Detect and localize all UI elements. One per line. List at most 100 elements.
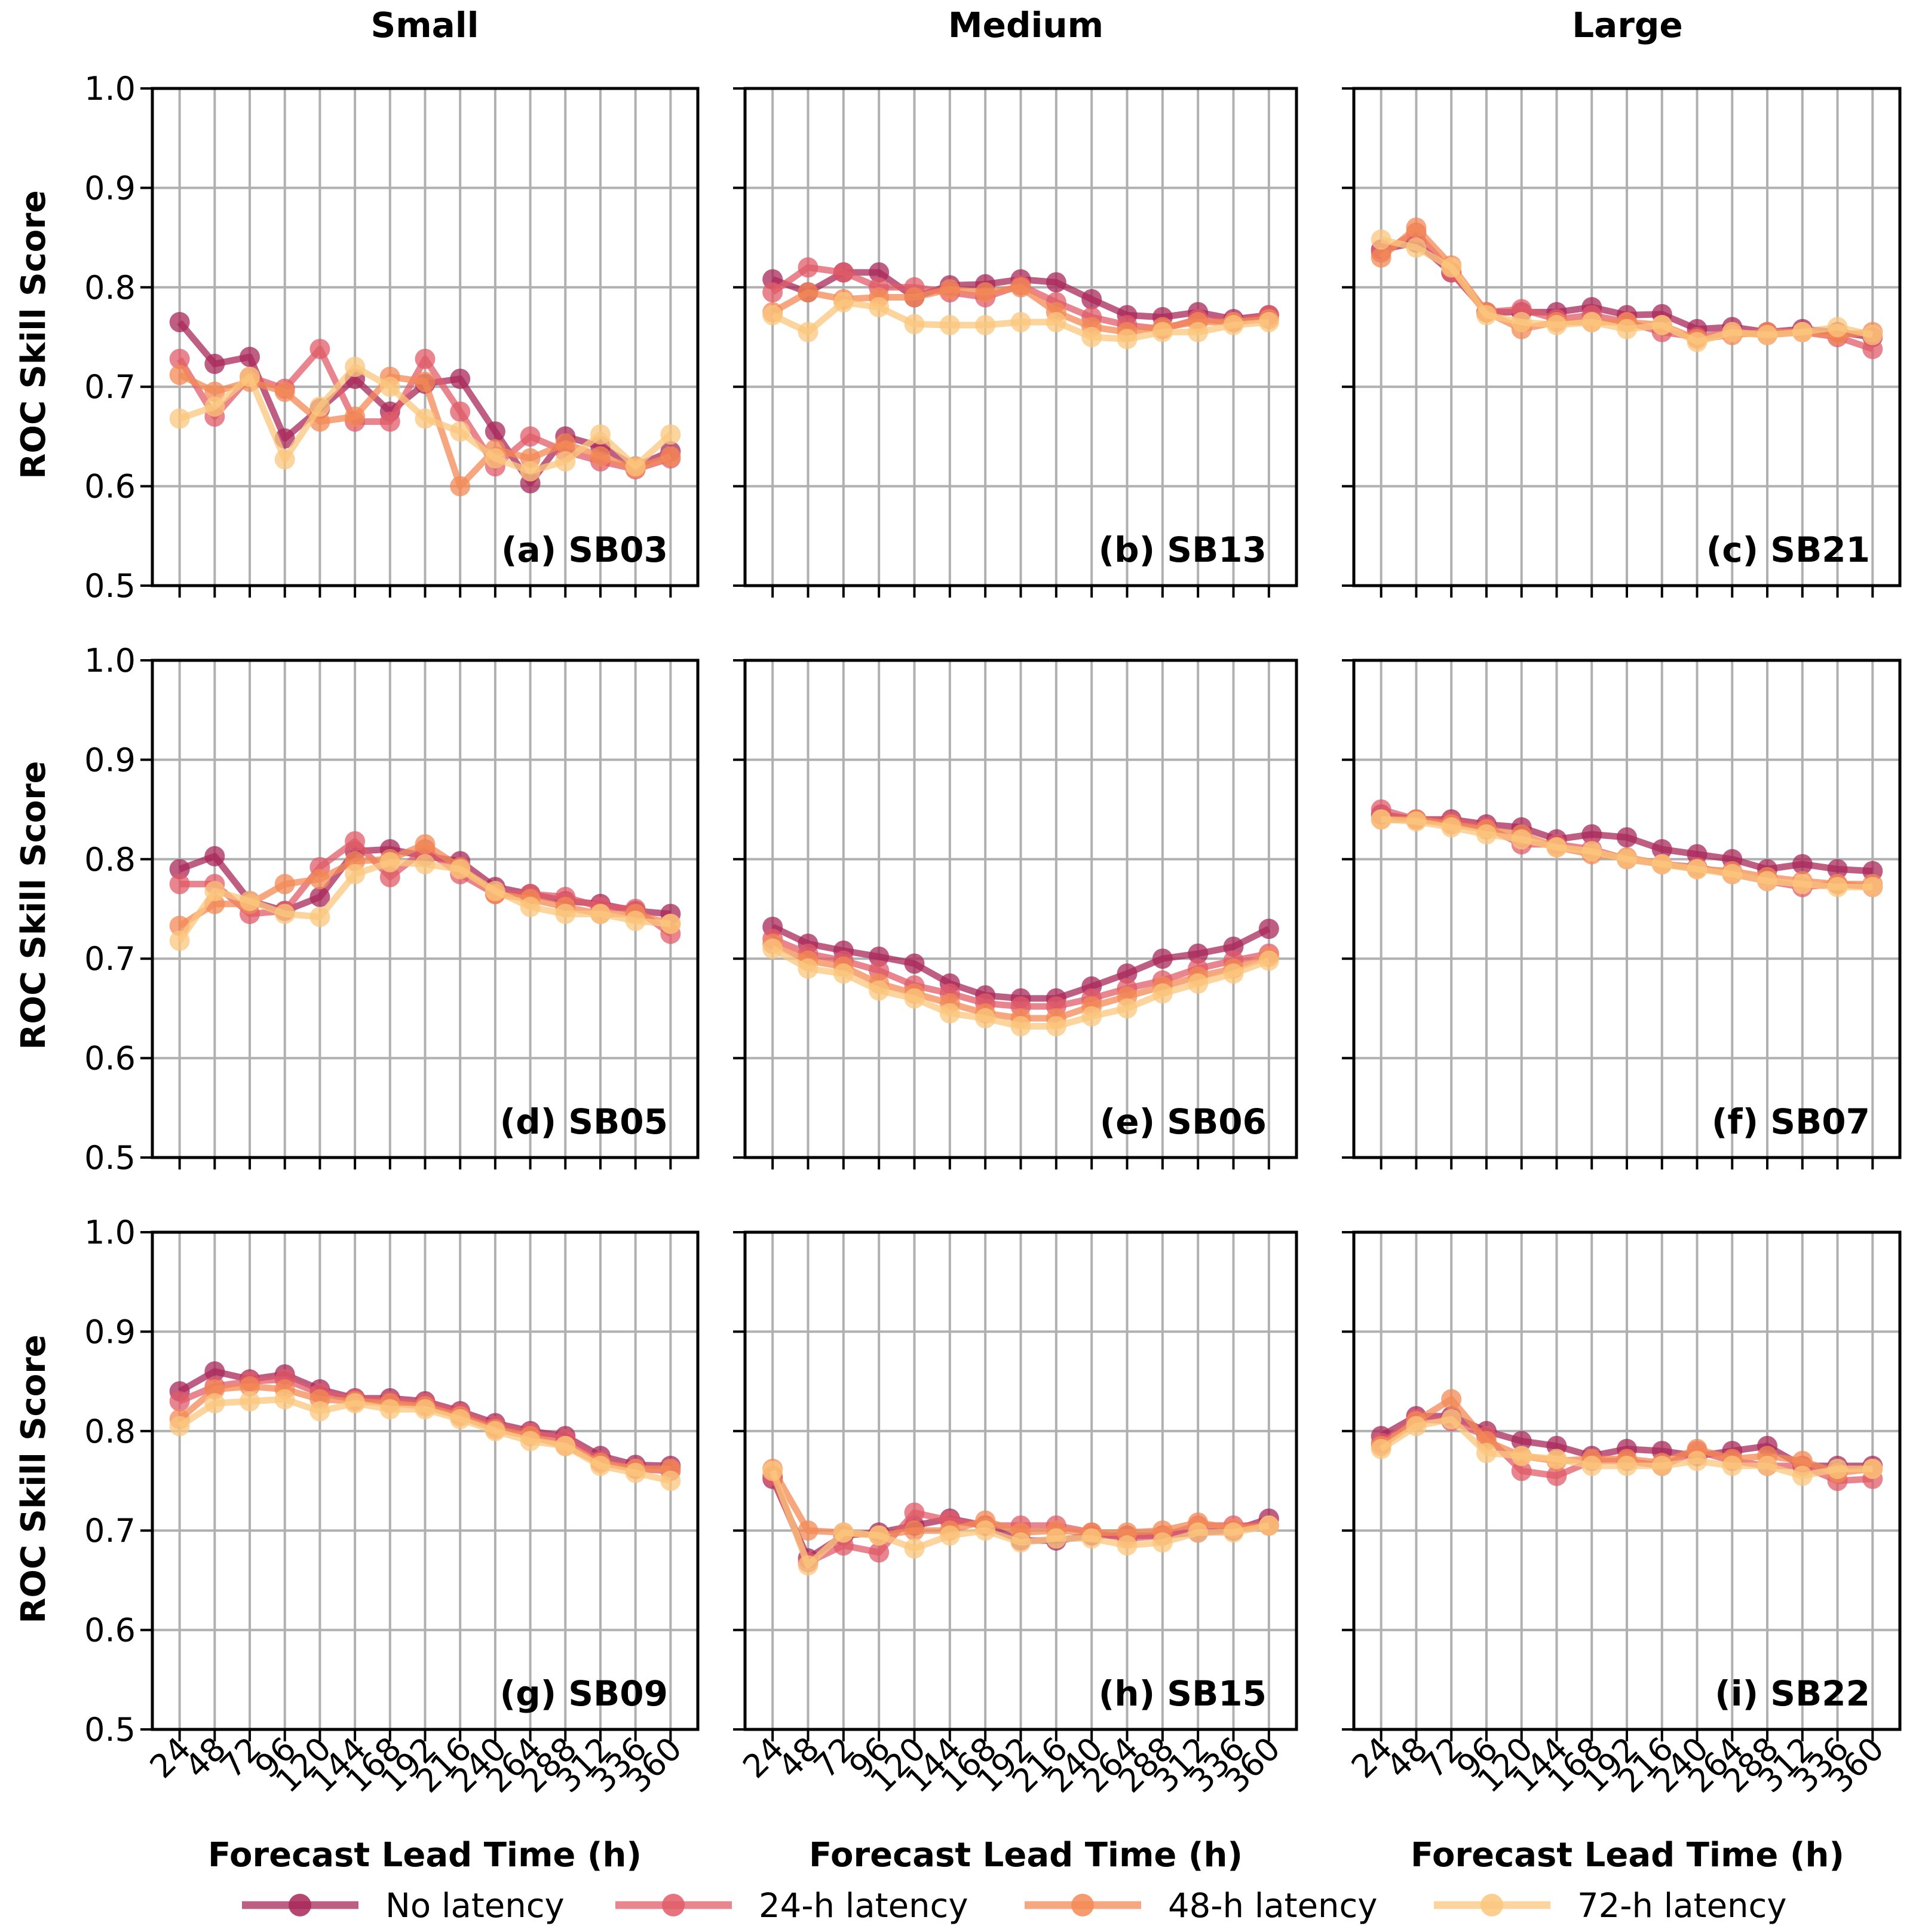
y-axis-label-row-2: ROC Skill Score: [14, 761, 53, 1050]
data-point-72-h-latency: [1441, 817, 1462, 838]
panel-label: (h) SB15: [1099, 1673, 1267, 1714]
legend-item-48h-latency: 48-h latency: [1025, 1887, 1377, 1925]
data-point-72-h-latency: [345, 356, 366, 377]
data-point-72-h-latency: [975, 1008, 996, 1029]
data-point-72-h-latency: [450, 421, 471, 442]
plot-frame: [1352, 87, 1902, 587]
data-point-72-h-latency: [240, 1391, 260, 1412]
panel-label: (d) SB05: [500, 1101, 668, 1142]
data-point-72-h-latency: [869, 1525, 890, 1546]
data-point-72-h-latency: [379, 376, 400, 397]
data-point-no-latency: [869, 946, 890, 967]
plot-frame: [151, 659, 700, 1159]
data-point-72-h-latency: [1081, 1528, 1102, 1549]
data-point-72-h-latency: [1511, 312, 1532, 333]
data-point-72-h-latency: [833, 292, 854, 313]
data-point-no-latency: [204, 353, 225, 374]
data-point-48-h-latency: [798, 282, 819, 303]
legend-label-72h-latency: 72-h latency: [1577, 1887, 1786, 1925]
data-point-48-h-latency: [1371, 247, 1391, 268]
data-point-72-h-latency: [204, 881, 225, 902]
data-point-72-h-latency: [1152, 322, 1173, 342]
data-point-72-h-latency: [555, 1435, 576, 1456]
panel-8: 2448729612014416819221624026428831233636…: [733, 1230, 1298, 1800]
data-point-72-h-latency: [450, 859, 471, 880]
data-point-72-h-latency: [975, 1520, 996, 1541]
plot-frame: [743, 87, 1298, 587]
data-point-24-h-latency: [415, 348, 436, 369]
data-point-72-h-latency: [1862, 1459, 1883, 1480]
data-point-72-h-latency: [1371, 1438, 1391, 1459]
data-point-72-h-latency: [1046, 1016, 1066, 1037]
data-point-72-h-latency: [1511, 1446, 1532, 1466]
data-point-72-h-latency: [798, 958, 819, 979]
data-point-72-h-latency: [485, 881, 505, 902]
data-point-24-h-latency: [833, 262, 854, 283]
data-point-72-h-latency: [625, 910, 646, 931]
data-point-72-h-latency: [555, 904, 576, 924]
y-tick-label: 1.0: [84, 1214, 136, 1251]
data-point-72-h-latency: [1258, 1515, 1279, 1536]
data-point-24-h-latency: [520, 426, 541, 447]
data-point-72-h-latency: [274, 904, 295, 924]
legend-label-no-latency: No latency: [385, 1887, 565, 1925]
data-point-72-h-latency: [1687, 859, 1708, 880]
data-point-72-h-latency: [1792, 322, 1813, 342]
data-point-72-h-latency: [1722, 322, 1743, 342]
data-point-no-latency: [169, 859, 190, 880]
data-point-no-latency: [1117, 963, 1138, 984]
data-point-72-h-latency: [309, 396, 330, 417]
y-tick-label: 1.0: [84, 642, 136, 679]
data-point-no-latency: [485, 421, 505, 442]
data-point-48-h-latency: [975, 282, 996, 303]
data-point-72-h-latency: [1081, 327, 1102, 347]
panel-label: (g) SB09: [500, 1673, 668, 1714]
data-point-48-h-latency: [798, 1520, 819, 1541]
data-point-72-h-latency: [590, 904, 611, 924]
data-point-72-h-latency: [1010, 1016, 1031, 1037]
panel-7: 0.50.60.70.80.91.02448729612014416819221…: [84, 1214, 700, 1800]
data-point-no-latency: [204, 846, 225, 867]
data-point-72-h-latency: [169, 1416, 190, 1437]
data-point-72-h-latency: [762, 938, 783, 959]
panel-label: (f) SB07: [1712, 1101, 1870, 1142]
data-point-48-h-latency: [450, 476, 471, 497]
data-point-72-h-latency: [1827, 317, 1848, 338]
y-tick-label: 0.8: [84, 269, 136, 307]
data-point-72-h-latency: [1406, 1416, 1427, 1437]
data-point-72-h-latency: [1188, 973, 1209, 994]
data-point-72-h-latency: [1651, 315, 1672, 336]
data-point-72-h-latency: [415, 1399, 436, 1420]
data-point-72-h-latency: [1406, 811, 1427, 832]
data-point-72-h-latency: [1371, 809, 1391, 830]
data-point-72-h-latency: [939, 1525, 960, 1546]
x-axis-label-large: Forecast Lead Time (h): [1411, 1836, 1844, 1875]
data-point-24-h-latency: [379, 411, 400, 432]
data-point-48-h-latency: [204, 381, 225, 402]
column-titles: Small Medium Large: [370, 5, 1682, 45]
data-point-no-latency: [240, 347, 260, 368]
data-point-72-h-latency: [1441, 257, 1462, 278]
y-axis-labels: ROC Skill Score ROC Skill Score ROC Skil…: [14, 190, 53, 1624]
panel-label: (c) SB21: [1706, 529, 1870, 570]
data-point-72-h-latency: [1827, 877, 1848, 898]
data-point-no-latency: [1188, 943, 1209, 964]
data-point-72-h-latency: [555, 451, 576, 471]
data-point-72-h-latency: [1757, 1456, 1778, 1477]
data-point-72-h-latency: [1441, 1409, 1462, 1429]
data-point-72-h-latency: [1152, 983, 1173, 1004]
data-point-72-h-latency: [590, 424, 611, 445]
plot-frame: [151, 1230, 700, 1731]
y-tick-label: 0.7: [84, 1512, 136, 1550]
data-point-72-h-latency: [309, 1401, 330, 1422]
data-point-72-h-latency: [169, 930, 190, 951]
data-point-48-h-latency: [415, 371, 436, 392]
data-point-72-h-latency: [1258, 950, 1279, 971]
data-point-72-h-latency: [520, 461, 541, 482]
y-tick-label: 0.6: [84, 1040, 136, 1077]
data-point-24-h-latency: [450, 401, 471, 422]
x-axis-labels: Forecast Lead Time (h) Forecast Lead Tim…: [208, 1836, 1844, 1875]
data-point-72-h-latency: [485, 448, 505, 469]
data-point-no-latency: [1046, 272, 1066, 293]
